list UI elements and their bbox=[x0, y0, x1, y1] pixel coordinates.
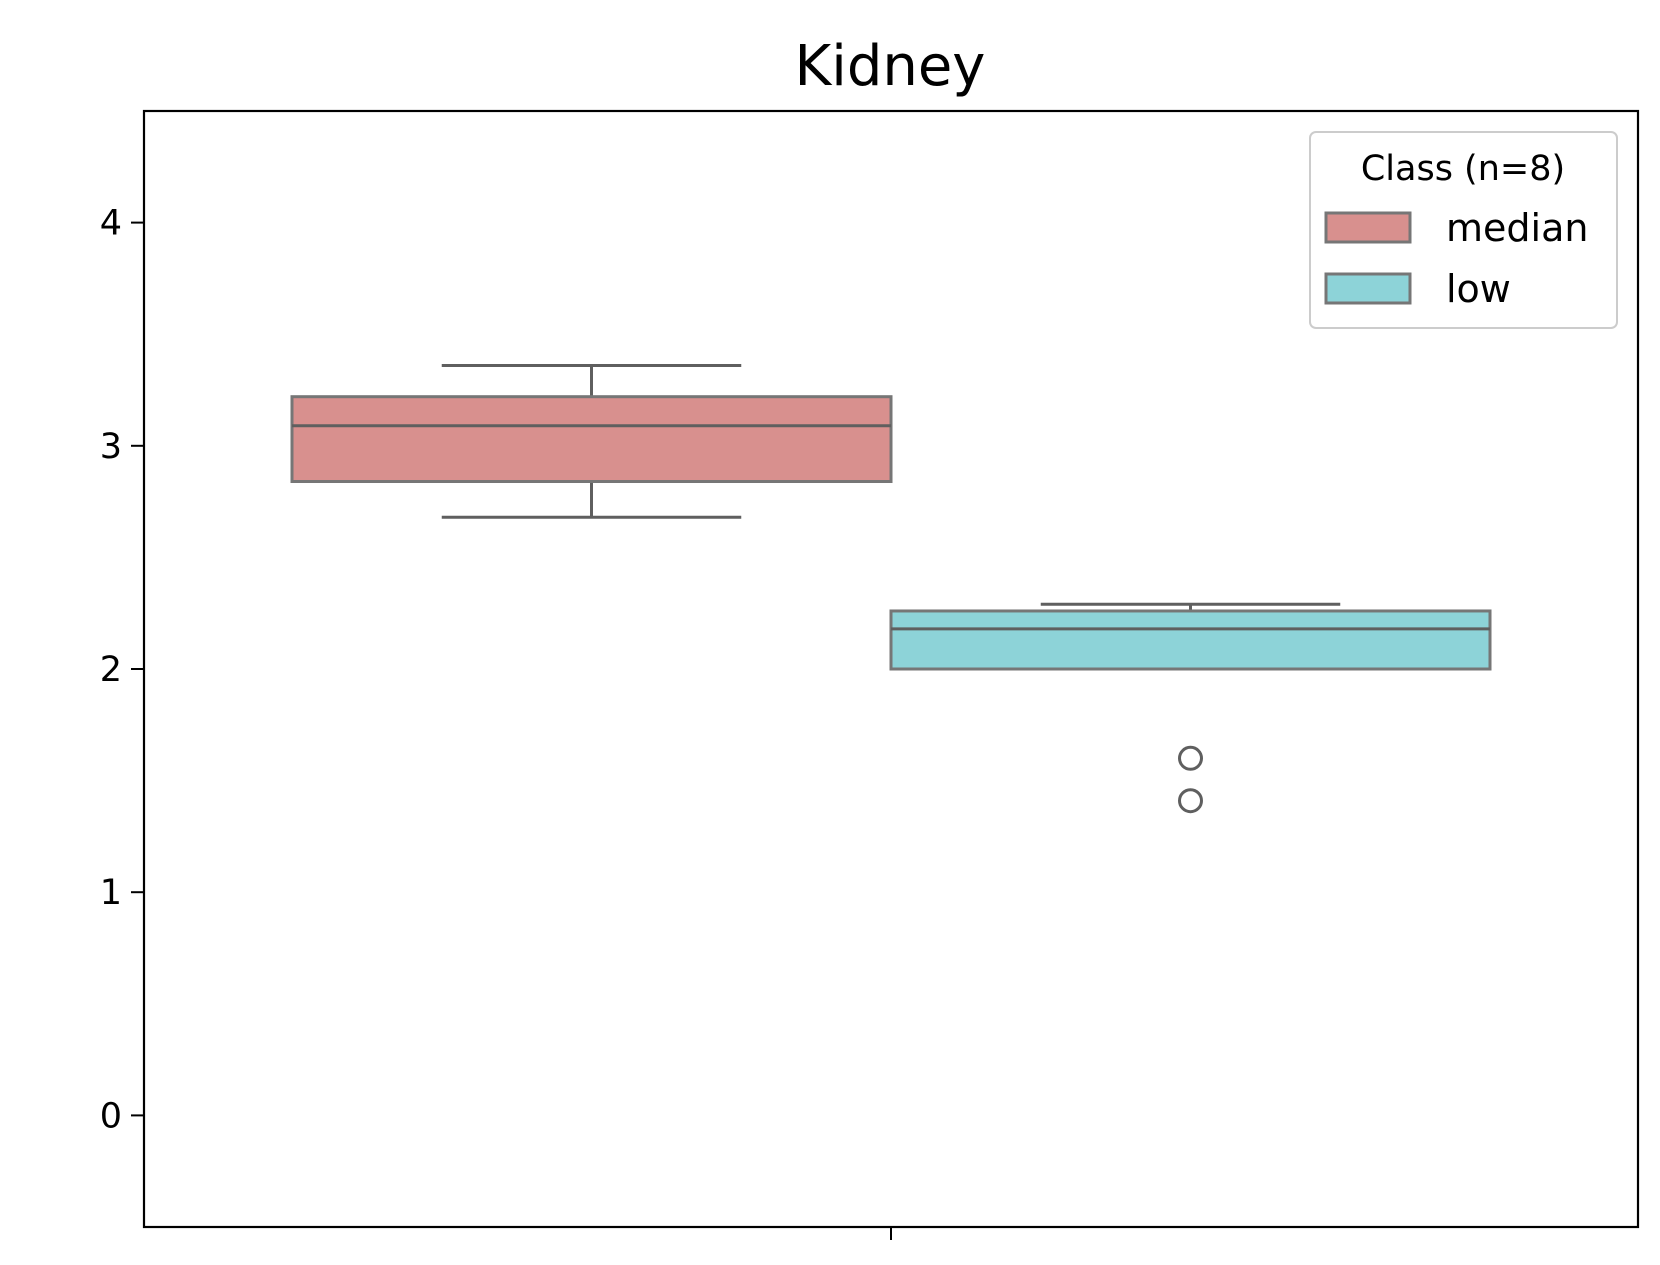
box-iqr bbox=[290, 395, 893, 484]
box-median bbox=[290, 363, 893, 519]
legend-title: Class (n=8) bbox=[1361, 149, 1565, 189]
outlier-point bbox=[1178, 788, 1203, 814]
y-tick-label: 1 bbox=[100, 873, 122, 913]
box-low bbox=[889, 602, 1492, 814]
legend-label: low bbox=[1446, 267, 1511, 311]
legend-swatch bbox=[1324, 272, 1412, 305]
y-tick-label: 3 bbox=[100, 427, 122, 467]
outlier-point bbox=[1178, 745, 1203, 771]
legend-item-median: median bbox=[1324, 206, 1588, 250]
legend-item-low: low bbox=[1324, 267, 1511, 311]
y-axis: 0 1 2 3 4 bbox=[100, 204, 144, 1136]
box-iqr bbox=[889, 609, 1492, 671]
y-tick-label: 0 bbox=[100, 1096, 122, 1136]
legend: Class (n=8) median low bbox=[1309, 131, 1618, 329]
plot-area bbox=[290, 363, 1492, 814]
y-tick-label: 2 bbox=[100, 650, 122, 690]
legend-label: median bbox=[1446, 206, 1588, 250]
legend-swatch bbox=[1324, 211, 1412, 244]
y-tick-label: 4 bbox=[100, 204, 122, 244]
chart-title: Kidney bbox=[795, 34, 986, 99]
